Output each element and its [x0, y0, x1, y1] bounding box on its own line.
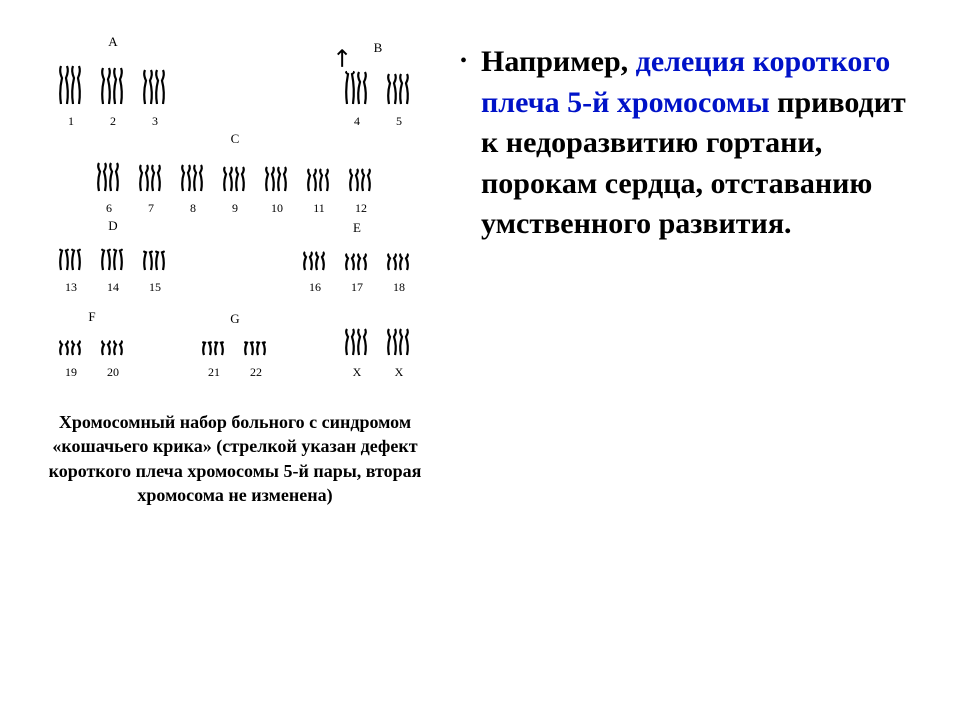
chromosome-number: X [353, 365, 362, 380]
chromosome-number: 17 [351, 280, 363, 295]
chromosome-number: 6 [106, 201, 112, 216]
chromosome-number: 15 [149, 280, 161, 295]
group-label: C [88, 131, 382, 147]
chromosome-number: 22 [250, 365, 262, 380]
chromosome-number: 7 [148, 201, 154, 216]
chromosome-pair: 6 [96, 161, 122, 216]
chromosome-number: 1 [68, 114, 74, 129]
chromosome-number: 8 [190, 201, 196, 216]
chromosome-pair: 10 [264, 165, 290, 216]
chromosome-number: 19 [65, 365, 77, 380]
chromosome-number: 4 [354, 114, 360, 129]
chromosome-pair: 9 [222, 165, 248, 216]
chromosome-number: 13 [65, 280, 77, 295]
chromosome-number: 5 [396, 114, 402, 129]
chromosome-number: 16 [309, 280, 321, 295]
chromosome-number: 11 [313, 201, 325, 216]
chromosome-number: 2 [110, 114, 116, 129]
chromosome-pair: 8 [180, 163, 206, 216]
chromosome-pair: 19 [58, 339, 84, 380]
chromosome-pair: 14 [100, 248, 126, 295]
group-label: F [50, 309, 134, 325]
chromosome-pair: 4 [344, 70, 370, 129]
chromosome-pair: 12 [348, 167, 374, 216]
chromosome-pair: X [386, 327, 412, 380]
group-label: A [50, 34, 176, 50]
bullet-block: • Например, делеция короткого плеча 5-й … [460, 42, 920, 245]
chromosome-pair: X [344, 327, 370, 380]
chromosome-pair: 13 [58, 248, 84, 295]
chromosome-pair: 3 [142, 68, 168, 129]
chromosome-number: 18 [393, 280, 405, 295]
chromosome-pair: 22 [243, 341, 269, 380]
chromosome-pair: 18 [386, 252, 412, 295]
karyotype-caption: Хромосомный набор больного с синдромом «… [30, 410, 440, 507]
chromosome-pair: 1 [58, 64, 84, 129]
chromosome-pair: 15 [142, 250, 168, 295]
chromosome-number: X [395, 365, 404, 380]
chromosome-pair: 2 [100, 66, 126, 129]
karyotype-image: A123B4↘5C6789101112D131415E161718F1920G2… [40, 20, 430, 390]
chromosome-number: 10 [271, 201, 283, 216]
group-label: D [50, 218, 176, 234]
chromosome-pair: 17 [344, 252, 370, 295]
chromosome-number: 14 [107, 280, 119, 295]
slide: A123B4↘5C6789101112D131415E161718F1920G2… [0, 0, 960, 720]
chromosome-pair: 20 [100, 339, 126, 380]
chromosome-number: 3 [152, 114, 158, 129]
chromosome-pair: 11 [306, 167, 332, 216]
group-label: G [193, 311, 277, 327]
bullet-text: Например, делеция короткого плеча 5-й хр… [481, 42, 920, 245]
right-column: • Например, делеция короткого плеча 5-й … [440, 20, 920, 700]
chromosome-pair: 21 [201, 341, 227, 380]
left-column: A123B4↘5C6789101112D131415E161718F1920G2… [30, 20, 440, 700]
chromosome-pair: 16 [302, 250, 328, 295]
chromosome-number: 21 [208, 365, 220, 380]
chromosome-pair: 7 [138, 163, 164, 216]
chromosome-pair: 5 [386, 72, 412, 129]
group-label: E [294, 220, 420, 236]
chromosome-number: 9 [232, 201, 238, 216]
bullet-icon: • [460, 50, 467, 73]
bullet-prefix: Например, [481, 45, 636, 78]
chromosome-number: 20 [107, 365, 119, 380]
chromosome-number: 12 [355, 201, 367, 216]
